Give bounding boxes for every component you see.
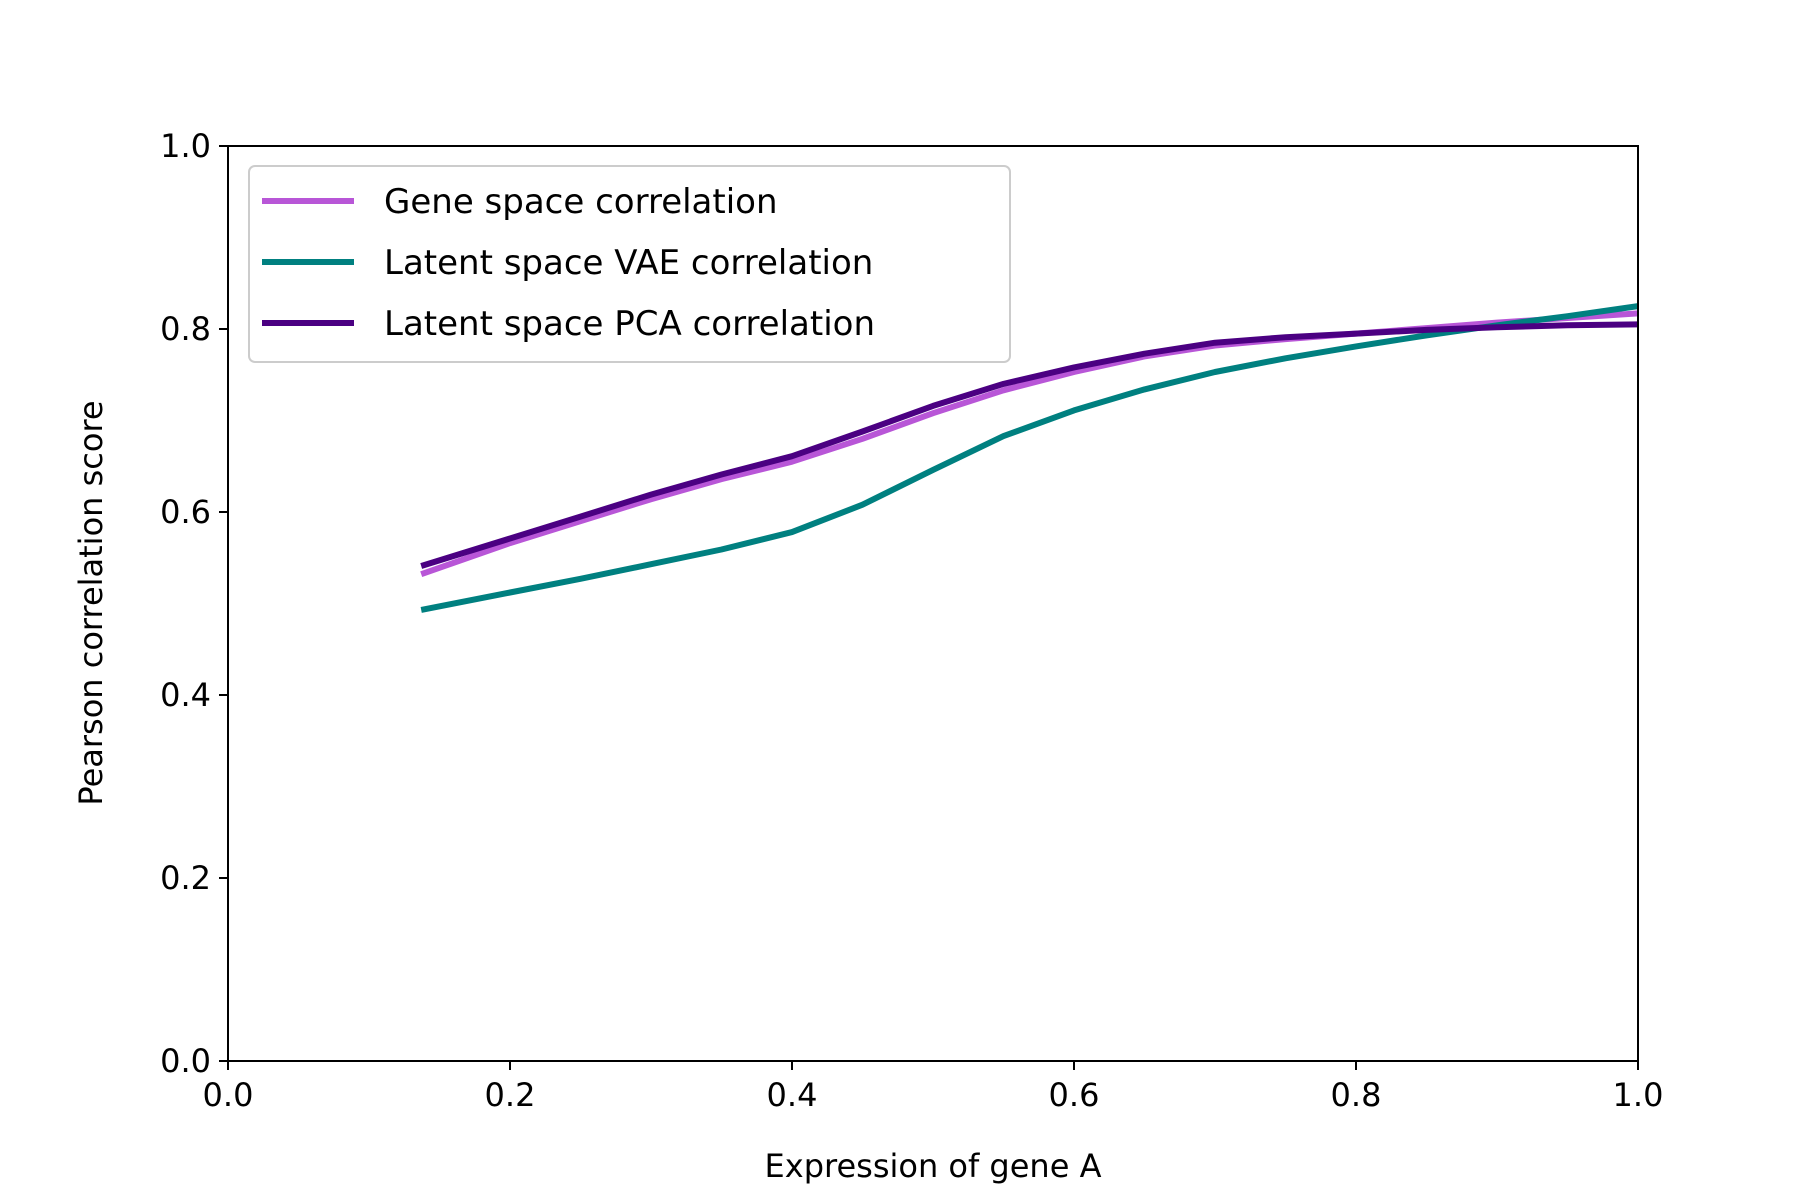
legend-label-2: Latent space PCA correlation <box>384 304 875 344</box>
y-tick-label: 0.8 <box>160 310 211 348</box>
y-tick-label: 1.0 <box>160 127 211 165</box>
y-tick-label: 0.2 <box>160 859 211 897</box>
y-tick-label: 0.0 <box>160 1042 211 1080</box>
plot-lines <box>420 303 1639 613</box>
y-tick-label: 0.4 <box>160 676 211 714</box>
x-tick-label: 0.0 <box>203 1076 254 1114</box>
legend-box <box>248 165 1011 363</box>
y-tick-label: 0.6 <box>160 493 211 531</box>
x-tick-label: 0.2 <box>485 1076 536 1114</box>
x-tick-label: 0.8 <box>1331 1076 1382 1114</box>
x-axis: 0.0 0.2 0.4 0.6 0.8 1.0 <box>203 1061 1664 1114</box>
plot-frame <box>227 145 1639 1062</box>
x-tick-label: 0.6 <box>1049 1076 1100 1114</box>
series-line-1 <box>420 303 1639 613</box>
legend-label-1: Latent space VAE correlation <box>384 243 873 283</box>
y-axis-title: Pearson correlation score <box>72 400 110 805</box>
x-axis-title: Expression of gene A <box>765 1147 1102 1185</box>
series-line-2 <box>420 321 1639 569</box>
legend-label-0: Gene space correlation <box>384 182 778 222</box>
legend: Gene space correlation Latent space VAE c… <box>248 165 1011 363</box>
y-axis: 0.0 0.2 0.4 0.6 0.8 1.0 <box>160 127 228 1080</box>
x-tick-label: 0.4 <box>767 1076 818 1114</box>
x-tick-label: 1.0 <box>1613 1076 1664 1114</box>
